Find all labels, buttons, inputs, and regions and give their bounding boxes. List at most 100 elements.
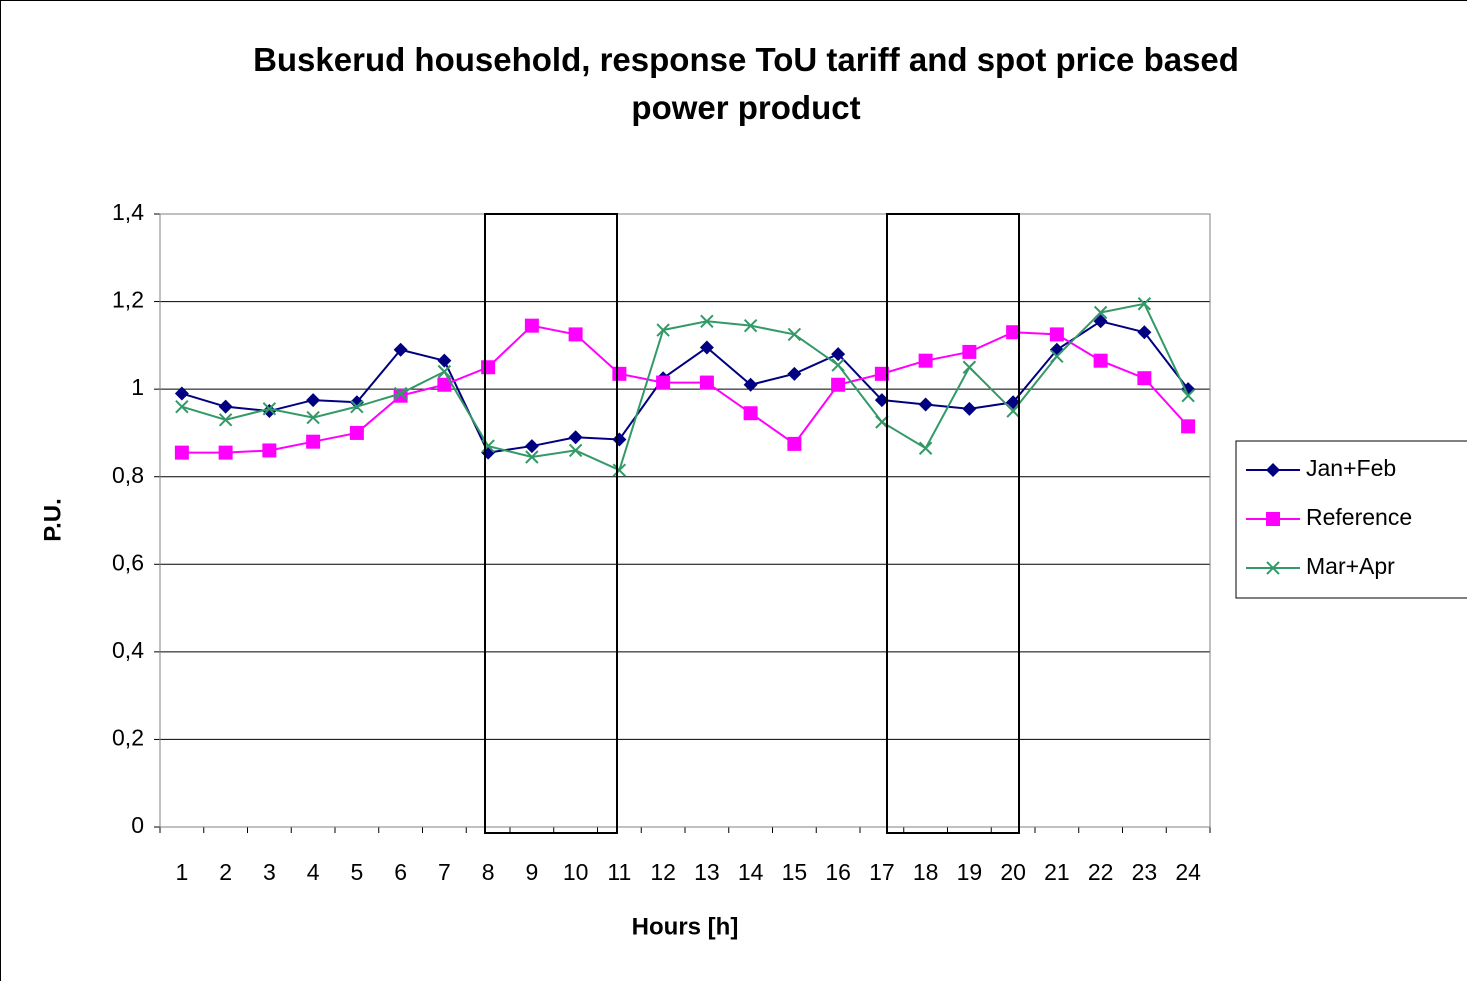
- marker: [1093, 353, 1108, 368]
- marker: [1049, 327, 1064, 342]
- marker: [787, 327, 802, 342]
- y-tick-label: 0,6: [112, 549, 144, 575]
- marker: [524, 439, 539, 454]
- marker: [831, 347, 846, 362]
- marker: [350, 399, 364, 414]
- legend-label: Reference: [1306, 504, 1412, 530]
- marker: [1006, 404, 1020, 418]
- marker: [393, 386, 408, 401]
- legend-label: Mar+Apr: [1306, 553, 1395, 579]
- marker: [1006, 325, 1021, 340]
- x-tick-label: 19: [957, 859, 983, 885]
- y-tick-label: 0,4: [112, 637, 144, 663]
- marks: [174, 297, 1196, 477]
- marker: [874, 366, 889, 381]
- marker: [1181, 419, 1196, 434]
- marker: [1266, 512, 1280, 526]
- marker: [174, 386, 189, 401]
- series-line: [181, 324, 1189, 454]
- marker: [1137, 325, 1152, 340]
- marker: [1093, 314, 1108, 329]
- highlight-box: [886, 213, 1020, 834]
- x-tick-label: 3: [263, 859, 276, 885]
- series-line: [181, 302, 1190, 472]
- marker: [524, 318, 539, 333]
- marker: [437, 377, 452, 392]
- marker: [218, 399, 233, 414]
- marker: [831, 358, 845, 372]
- marker: [700, 314, 714, 328]
- marker: [1266, 463, 1280, 477]
- marker: [612, 463, 627, 477]
- x-axis-label: Hours [h]: [632, 913, 739, 940]
- marker: [1050, 349, 1064, 364]
- x-tick-label: 10: [563, 859, 589, 885]
- marker: [306, 410, 320, 425]
- marker: [1181, 389, 1195, 403]
- marker: [962, 360, 977, 374]
- chart-title: Buskerud household, response ToU tariff …: [253, 41, 1239, 126]
- y-tick-label: 1,4: [112, 199, 144, 225]
- x-tick-label: 5: [350, 859, 363, 885]
- x-tick-label: 6: [394, 859, 407, 885]
- marker: [349, 425, 364, 440]
- marker: [787, 366, 802, 381]
- marker: [481, 360, 496, 375]
- x-tick-label: 20: [1000, 859, 1026, 885]
- x-tick-label: 22: [1088, 859, 1114, 885]
- marker: [525, 450, 539, 464]
- marker: [743, 377, 758, 392]
- marker: [1137, 371, 1152, 386]
- marker: [612, 432, 627, 447]
- series-line: [181, 320, 1189, 454]
- marker: [1137, 297, 1152, 311]
- marker: [174, 445, 189, 460]
- marker: [218, 445, 233, 460]
- marker: [699, 375, 714, 390]
- marker: [306, 393, 321, 408]
- marker: [831, 377, 846, 392]
- marker: [568, 327, 583, 342]
- x-tick-label: 21: [1044, 859, 1070, 885]
- y-tick-label: 1: [131, 374, 144, 400]
- marker: [962, 344, 977, 359]
- x-tick-label: 23: [1132, 859, 1158, 885]
- marker: [787, 436, 802, 451]
- marker: [656, 323, 670, 337]
- marker: [218, 413, 233, 427]
- y-tick-label: 0,2: [112, 725, 144, 751]
- x-tick-label: 1: [175, 859, 188, 885]
- x-tick-label: 24: [1175, 859, 1201, 885]
- marker: [1093, 305, 1108, 320]
- marker: [437, 364, 452, 379]
- marker: [875, 415, 889, 429]
- y-tick-label: 1,2: [112, 287, 144, 313]
- marker: [962, 401, 977, 416]
- x-tick-label: 2: [219, 859, 232, 885]
- x-tick-label: 8: [482, 859, 495, 885]
- marker: [568, 430, 583, 445]
- x-tick-label: 15: [782, 859, 808, 885]
- x-tick-label: 18: [913, 859, 939, 885]
- x-tick-label: 4: [307, 859, 320, 885]
- plot-area: [159, 213, 1211, 828]
- legend-label: Jan+Feb: [1306, 455, 1396, 481]
- y-tick-label: 0,8: [112, 462, 144, 488]
- marker: [656, 375, 671, 390]
- x-tick-label: 11: [607, 859, 631, 885]
- marker: [743, 318, 758, 333]
- marker: [393, 342, 408, 357]
- marker: [743, 406, 758, 421]
- x-tick-label: 7: [438, 859, 451, 885]
- marker: [874, 393, 889, 408]
- x-tick-label: 14: [738, 859, 764, 885]
- x-tick-label: 9: [525, 859, 538, 885]
- marker: [437, 353, 452, 368]
- marker: [918, 441, 933, 455]
- y-tick-label: 0: [131, 812, 144, 838]
- marker: [262, 402, 277, 416]
- x-tick-label: 13: [694, 859, 720, 885]
